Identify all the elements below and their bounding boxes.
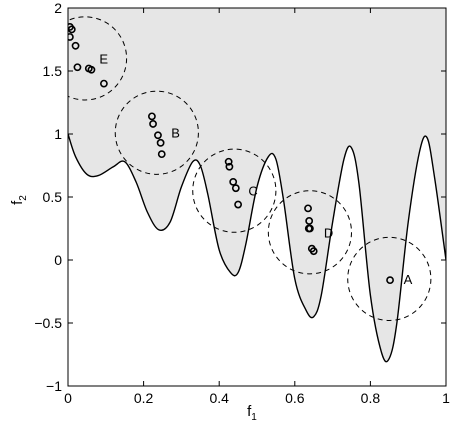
solution-point — [154, 131, 162, 140]
solution-point — [73, 63, 82, 72]
solution-point — [231, 184, 240, 193]
region-circle-c — [192, 148, 277, 233]
solution-point — [305, 217, 314, 225]
solution-point — [156, 138, 165, 147]
y-tick-label: −1 — [46, 378, 62, 394]
region-circle-d — [267, 190, 353, 275]
region-circle-e — [68, 16, 128, 101]
solution-point — [386, 276, 394, 285]
x-tick-label: 0.4 — [209, 390, 229, 406]
x-tick-label: 1 — [442, 390, 450, 406]
y-tick-label: 0.5 — [43, 189, 63, 205]
x-tick-label: 0.2 — [134, 390, 154, 406]
solution-point — [234, 200, 242, 209]
y-tick-label: −0.5 — [34, 315, 62, 331]
region-label-c: C — [248, 184, 257, 199]
solution-point — [306, 224, 314, 233]
y-tick-label: 0 — [54, 252, 62, 268]
boundary-curve — [68, 133, 446, 363]
region-label-e: E — [99, 51, 108, 66]
solution-point — [68, 33, 74, 41]
region-circle-b — [114, 90, 199, 175]
y-tick-label: 1.5 — [43, 63, 63, 79]
axes — [67, 7, 447, 387]
y-axis-label: f2 — [9, 195, 29, 205]
solution-point — [149, 120, 157, 128]
plot-area — [68, 8, 446, 363]
solution-point — [304, 204, 312, 213]
solution-point — [87, 65, 96, 74]
solution-point — [224, 157, 233, 166]
y-axis-label-subscript: 2 — [18, 195, 29, 201]
labels: A B C D E 0 0.2 0.4 0.6 0.8 1 −1 −0.5 0 0.5 1 1.5 2 — [34, 0, 450, 406]
solution-point — [157, 150, 166, 159]
solution-point — [225, 162, 234, 171]
region-circle-a — [347, 236, 432, 321]
y-tick-label: 2 — [54, 0, 62, 16]
solution-point — [148, 112, 156, 121]
region-label-d: D — [324, 225, 333, 240]
y-tick-label: 1 — [54, 126, 62, 142]
x-axis-label: f1 — [247, 403, 257, 423]
solution-point — [229, 177, 238, 186]
solution-point — [309, 247, 318, 256]
x-axis-label-subscript: 1 — [251, 412, 257, 423]
region-label-a: A — [404, 272, 413, 287]
solution-point — [68, 25, 76, 34]
x-tick-label: 0 — [64, 390, 72, 406]
x-tick-label: 0.8 — [361, 390, 381, 406]
solution-point — [71, 41, 80, 50]
x-tick-label: 0.6 — [285, 390, 305, 406]
solution-point — [100, 79, 108, 88]
region-label-b: B — [171, 126, 180, 141]
